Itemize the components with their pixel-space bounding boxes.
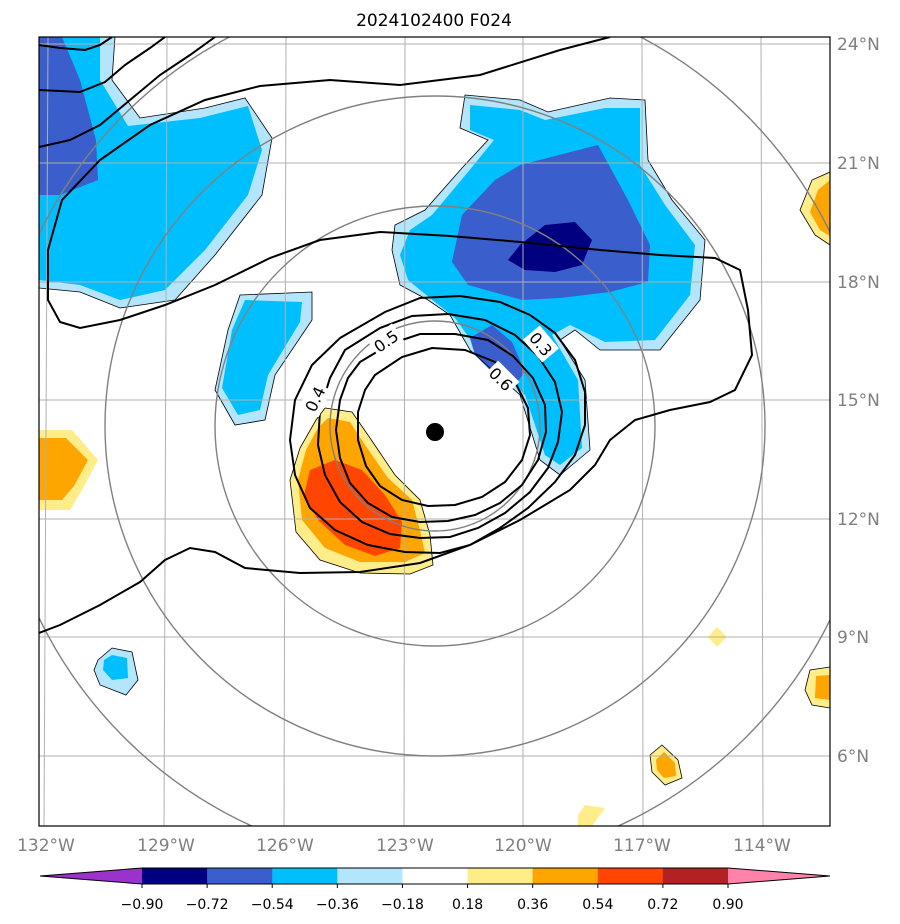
gridline-lon-114 bbox=[760, 37, 764, 826]
colorbar-extend-low bbox=[40, 868, 142, 884]
contours bbox=[39, 37, 754, 634]
outline-northwest bbox=[39, 37, 273, 309]
outline-positive-southwest bbox=[289, 407, 434, 575]
positive-region-south-small-core bbox=[656, 752, 676, 778]
colorbar-segment bbox=[142, 868, 208, 884]
lat-label-6: 6°N bbox=[837, 747, 869, 767]
longitude-labels: 132°W 129°W 126°W 123°W 120°W 117°W 114°… bbox=[17, 836, 791, 856]
shaded-field bbox=[39, 37, 830, 826]
outline-south-small bbox=[649, 744, 683, 786]
colorbar-ticks bbox=[141, 884, 729, 888]
contour-0-5 bbox=[334, 333, 548, 524]
outline-east-edge-south bbox=[804, 666, 830, 709]
colorbar-label: 0.72 bbox=[647, 897, 678, 913]
lat-label-24: 24°N bbox=[837, 35, 880, 55]
lat-label-18: 18°N bbox=[837, 273, 880, 293]
colorbar-segment bbox=[532, 868, 599, 884]
negative-region-southwest-small-core bbox=[103, 655, 128, 680]
colorbar-extend-high bbox=[728, 868, 830, 884]
negative-region-northeast-deep bbox=[452, 145, 650, 300]
contour-0-6 bbox=[357, 346, 532, 508]
colorbar-label: −0.18 bbox=[381, 897, 424, 913]
lon-label-129: 129°W bbox=[137, 836, 195, 856]
map-title: 2024102400 F024 bbox=[356, 11, 512, 31]
range-ring-2 bbox=[214, 205, 656, 647]
colorbar-label: −0.36 bbox=[316, 897, 359, 913]
negative-region-northeast-deepest bbox=[508, 222, 592, 272]
colorbar-label: 0.54 bbox=[582, 897, 613, 913]
colorbar-segment bbox=[402, 868, 469, 884]
lon-label-120: 120°W bbox=[494, 836, 552, 856]
gridline-lon-132 bbox=[43, 37, 49, 826]
lat-label-12: 12°N bbox=[837, 510, 880, 530]
map-frame bbox=[38, 36, 831, 827]
negative-region-west-blob-core bbox=[222, 300, 302, 415]
contour-outer-large bbox=[39, 37, 754, 634]
positive-region-south-edge bbox=[578, 805, 605, 826]
colorbar-label: 0.36 bbox=[517, 897, 548, 913]
contour-0-4 bbox=[316, 312, 564, 540]
colorbar-label: −0.90 bbox=[121, 897, 164, 913]
range-rings bbox=[39, 37, 830, 826]
negative-region-northwest-deep bbox=[39, 37, 98, 195]
positive-region-east-edge-south-core bbox=[815, 675, 830, 700]
gridline-lon-129 bbox=[163, 37, 168, 826]
contour-0-3 bbox=[288, 294, 586, 555]
gridline-lon-126 bbox=[283, 37, 287, 826]
outline-east-edge-north bbox=[799, 171, 830, 246]
contour-label-bg-0-5 bbox=[367, 323, 405, 359]
colorbar-label: 0.90 bbox=[712, 897, 743, 913]
lon-label-114: 114°W bbox=[733, 836, 791, 856]
colorbar-labels: −0.90 −0.72 −0.54 −0.36 −0.18 0.18 0.36 0.54 0.7… bbox=[121, 897, 744, 913]
contour-northwest-1 bbox=[39, 37, 113, 52]
gridline-lon-123 bbox=[403, 37, 406, 826]
colorbar-segment bbox=[337, 868, 403, 884]
colorbar-segment bbox=[272, 868, 338, 884]
colorbar-segment bbox=[597, 868, 664, 884]
outline-west-blob bbox=[214, 291, 313, 426]
contour-northwest-3 bbox=[39, 37, 216, 148]
contour-label-bg-0-3 bbox=[522, 325, 560, 363]
lon-label-126: 126°W bbox=[256, 836, 314, 856]
colorbar-label: −0.72 bbox=[186, 897, 229, 913]
colorbar-segment bbox=[662, 868, 729, 884]
contour-label-bg-0-6 bbox=[482, 360, 520, 398]
graticule bbox=[39, 37, 830, 826]
storm-center-marker bbox=[426, 423, 444, 441]
lon-label-123: 123°W bbox=[376, 836, 434, 856]
map-area: 0.3 0.4 0.5 0.6 bbox=[39, 37, 830, 826]
lat-label-21: 21°N bbox=[837, 154, 880, 174]
lat-label-15: 15°N bbox=[837, 391, 880, 411]
positive-region-west-edge-core bbox=[39, 438, 88, 500]
colorbar: −0.90 −0.72 −0.54 −0.36 −0.18 0.18 0.36 0.54 0.7… bbox=[39, 867, 831, 913]
positive-region-southwest-core bbox=[304, 460, 402, 556]
negative-region-northwest-core bbox=[39, 37, 262, 300]
lat-label-9: 9°N bbox=[837, 628, 869, 648]
latitude-labels: 24°N 21°N 18°N 15°N 12°N 9°N 6°N bbox=[837, 35, 880, 767]
colorbar-label: 0.18 bbox=[452, 897, 483, 913]
colorbar-label: −0.54 bbox=[251, 897, 294, 913]
contour-label-bg-0-4 bbox=[298, 380, 332, 418]
range-ring-inner bbox=[329, 320, 541, 532]
lon-label-117: 117°W bbox=[613, 836, 671, 856]
colorbar-segments bbox=[39, 867, 831, 885]
lon-label-132: 132°W bbox=[17, 836, 75, 856]
range-ring-3 bbox=[104, 95, 766, 757]
colorbar-segment bbox=[467, 868, 534, 884]
colorbar-segment bbox=[207, 868, 273, 884]
contour-northwest-2 bbox=[39, 37, 166, 94]
outline-southwest-small bbox=[93, 647, 139, 696]
